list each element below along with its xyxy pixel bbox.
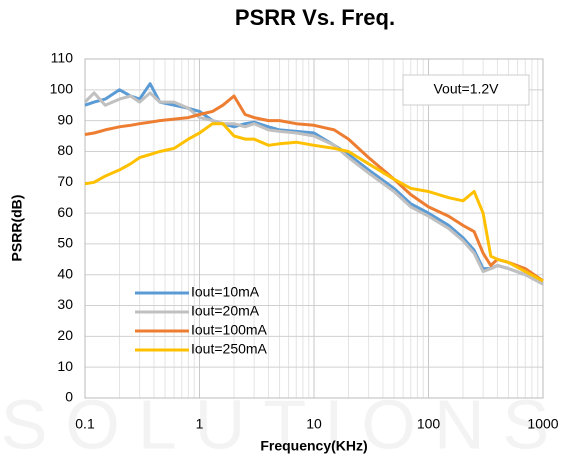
x-tick-label: 10 xyxy=(306,416,322,432)
annotation-box xyxy=(402,74,530,106)
y-axis-label: PSRR(dB) xyxy=(9,195,25,262)
series-line xyxy=(84,94,544,283)
y-tick-label: 30 xyxy=(57,296,73,312)
x-tick-label: 1 xyxy=(196,416,204,432)
chart-title: PSRR Vs. Freq. xyxy=(235,5,395,30)
y-tick-label: 70 xyxy=(57,173,73,189)
x-tick-label: 0.1 xyxy=(75,416,95,432)
plot-border xyxy=(84,58,544,399)
y-tick-label: 100 xyxy=(50,81,74,97)
x-tick-label: 100 xyxy=(417,416,441,432)
y-tick-label: 60 xyxy=(57,204,73,220)
legend-label: Iout=20mA xyxy=(191,303,260,319)
y-tick-label: 50 xyxy=(57,235,73,251)
y-tick-label: 90 xyxy=(57,111,73,127)
y-tick-label: 110 xyxy=(51,50,74,66)
y-tick-label: 0 xyxy=(65,389,73,405)
legend-label: Iout=100mA xyxy=(191,322,268,338)
legend-label: Iout=10mA xyxy=(191,284,260,300)
x-axis-label: Frequency(KHz) xyxy=(260,438,367,454)
y-tick-label: 80 xyxy=(57,142,73,158)
legend-label: Iout=250mA xyxy=(191,341,268,357)
x-tick-label: 1000 xyxy=(527,416,558,432)
y-tick-label: 10 xyxy=(57,358,73,374)
series-line xyxy=(83,91,544,286)
y-tick-label: 40 xyxy=(57,265,73,281)
series-line xyxy=(84,122,544,283)
y-tick-label: 20 xyxy=(57,327,73,343)
annotation: Vout=1.2V xyxy=(433,81,499,97)
